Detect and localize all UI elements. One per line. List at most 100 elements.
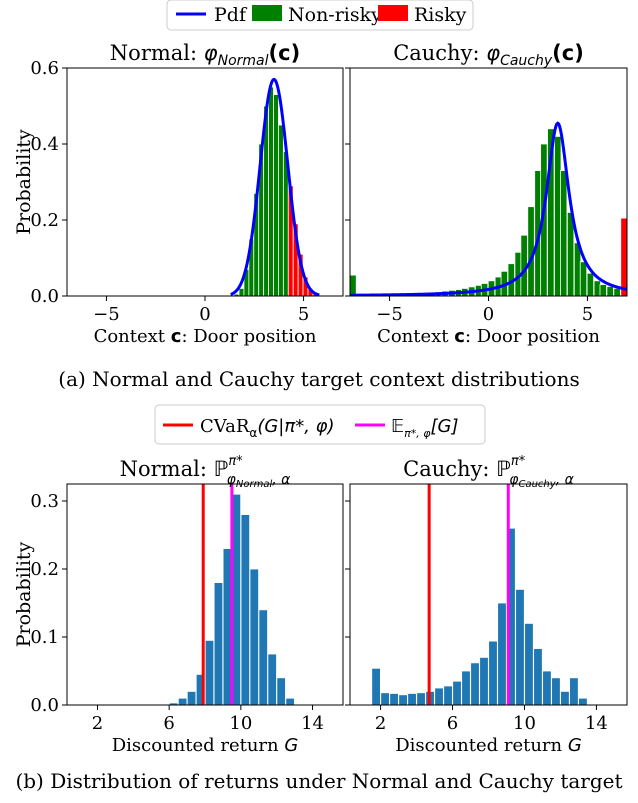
y-tick-label: 0.4 [30, 134, 59, 155]
x-axis-label-suffix: : Door position [465, 326, 600, 347]
bar-return [488, 640, 498, 705]
bar-return [479, 657, 489, 705]
chart-title-sub-tail: , α [556, 472, 575, 488]
bar-return [204, 640, 215, 705]
bar-return [267, 653, 277, 705]
legend-bottom: CVaRα(G|π*, φ) 𝔼π*, φ[G] [154, 404, 486, 445]
legend-nonrisky-label: Non-risky [288, 4, 382, 26]
y-axis-label: Probability [13, 129, 35, 235]
x-tick-label: 2 [375, 713, 386, 734]
y-tick-label: 0.1 [30, 627, 59, 648]
caption-b: (b) Distribution of returns under Normal… [15, 769, 622, 793]
x-axis-label-text: Context [94, 326, 171, 347]
bar-non-risky [613, 287, 621, 296]
bar-non-risky [560, 170, 568, 296]
y-tick-label: 0.2 [30, 559, 59, 580]
chart-title: Cauchy: ℙπ* φCauchy, α [403, 454, 574, 490]
bar-return [186, 691, 197, 705]
plot-area [371, 484, 588, 705]
plot-area [230, 77, 320, 296]
bar-non-risky [278, 124, 284, 296]
chart-title-prefix: Normal: [120, 457, 214, 481]
x-tick-label: 5 [582, 304, 593, 325]
bar-return [240, 514, 251, 705]
bar-non-risky [268, 86, 274, 296]
x-axis-label-symbol: G [284, 735, 298, 756]
chart-title-sub: Cauchy [500, 53, 553, 69]
bar-return [569, 677, 579, 705]
bar-return [470, 662, 480, 705]
chart-title-arg: (c) [269, 41, 301, 65]
bar-return [497, 602, 507, 705]
x-axis-label: Discounted return G [395, 735, 582, 756]
bar-return [276, 677, 286, 705]
caption-a: (a) Normal and Cauchy target context dis… [58, 367, 579, 391]
chart-title-symbol: φ [204, 41, 218, 65]
x-tick-label: 2 [92, 713, 103, 734]
x-axis-label-text: Context [377, 326, 454, 347]
x-tick-label: 10 [229, 713, 252, 734]
pdf-curve [230, 77, 320, 296]
x-tick-label: 10 [513, 713, 536, 734]
x-tick-label: −5 [376, 304, 403, 325]
x-axis-label-symbol: c [171, 326, 182, 347]
bar-return [434, 687, 444, 705]
x-axis-label: Discounted return G [112, 735, 299, 756]
x-tick-label: 0 [483, 304, 494, 325]
chart-panel-top-left: −5 0 5 0.0 0.2 0.4 0.6 Context c: Door position… [13, 41, 344, 347]
bar-return [389, 693, 399, 705]
chart-title-subsub: Cauchy [518, 479, 556, 490]
x-axis-label-text: Discounted return [395, 735, 568, 756]
bar-non-risky [273, 94, 279, 296]
chart-title: Normal: φNormal(c) [110, 41, 300, 69]
legend-nonrisky-swatch [252, 5, 282, 21]
bar-non-risky [350, 274, 357, 296]
bar-non-risky [606, 286, 614, 296]
chart-title-symbol: ℙ [214, 457, 229, 481]
legend-bottom-frame [154, 404, 486, 445]
x-tick-label: 5 [298, 304, 309, 325]
x-axis-label-symbol: c [454, 326, 465, 347]
bar-non-risky [238, 287, 245, 296]
chart-title: Normal: ℙπ* φNormal, α [120, 454, 292, 490]
bar-non-risky [599, 284, 607, 296]
bar-return [380, 692, 390, 705]
chart-title-sub: φ [227, 472, 237, 488]
chart-title-prefix: Cauchy: [403, 457, 496, 481]
x-axis-label-text: Discounted return [112, 735, 285, 756]
bar-return [371, 667, 381, 705]
plot-area [168, 484, 295, 705]
x-tick-label: −5 [93, 304, 120, 325]
chart-title-arg: (c) [552, 41, 584, 65]
x-axis-label: Context c: Door position [377, 326, 600, 347]
chart-title-prefix: Cauchy: [393, 41, 486, 65]
y-tick-label: 0.3 [30, 491, 59, 512]
x-axis-label-symbol: G [568, 735, 582, 756]
bar-risky [620, 217, 627, 296]
axes-frame [349, 483, 628, 706]
y-tick-label: 0.6 [30, 58, 59, 79]
x-axis-label: Context c: Door position [94, 326, 317, 347]
bar-return [542, 670, 552, 705]
chart-title-sup: π* [511, 454, 526, 469]
chart-title-symbol: ℙ [496, 457, 511, 481]
y-tick-label: 0.2 [30, 210, 59, 231]
bar-return [452, 680, 462, 705]
axes-frame [66, 483, 344, 706]
bar-non-risky [579, 261, 588, 296]
legend-pdf-label: Pdf [214, 4, 248, 26]
legend-risky-label: Risky [414, 4, 467, 26]
legend-top: Pdf Non-risky Risky [166, 0, 474, 31]
chart-title-subsub: Normal [236, 479, 273, 490]
y-axis-label: Probability [13, 541, 35, 647]
x-tick-label: 6 [447, 713, 458, 734]
bar-return [285, 697, 295, 705]
bar-non-risky [586, 272, 595, 296]
chart-panel-bottom-left: 2 6 10 14 0.0 0.1 0.2 0.3 Discounted return G Pro… [13, 454, 344, 756]
bar-return [213, 582, 224, 705]
bar-return [416, 692, 426, 705]
chart-title-symbol: φ [486, 41, 500, 65]
